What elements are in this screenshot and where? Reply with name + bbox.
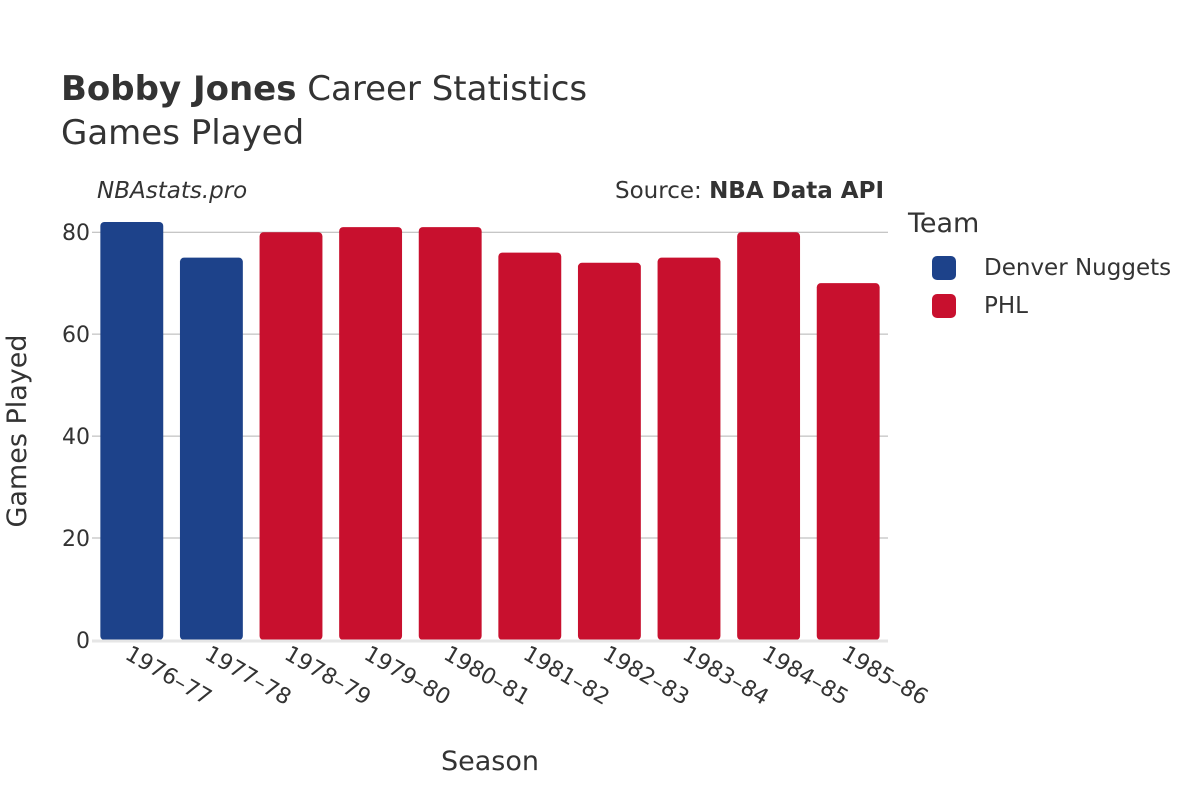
y-tick-label-80: 80 — [62, 221, 90, 246]
x-tick-label-1980-81: 1980–81 — [439, 642, 534, 711]
bar-1983-84 — [657, 257, 721, 640]
x-tick-label-1984-85: 1984–85 — [758, 642, 853, 711]
legend-label-phl: PHL — [984, 293, 1028, 319]
x-tick-label-1978-79: 1978–79 — [280, 642, 375, 711]
legend-label-denver-nuggets: Denver Nuggets — [984, 255, 1172, 281]
legend-swatch-denver-nuggets — [932, 256, 956, 280]
bar-1985-86 — [816, 283, 880, 640]
x-axis-title: Season — [441, 746, 539, 777]
bar-1981-82 — [498, 252, 562, 640]
legend-item-denver-nuggets[interactable]: Denver Nuggets — [908, 249, 1171, 287]
player-name: Bobby Jones — [61, 69, 297, 109]
bar-1978-79 — [259, 232, 323, 640]
x-tick-label-1982-83: 1982–83 — [598, 642, 693, 711]
title-rest: Career Statistics — [307, 69, 588, 109]
source-name: NBA Data API — [709, 178, 884, 204]
x-tick-label-1983-84: 1983–84 — [678, 642, 773, 711]
x-tick-label-1979-80: 1979–80 — [360, 642, 455, 711]
source-credit: Source: NBA Data API — [615, 178, 884, 204]
source-prefix: Source: — [615, 178, 710, 204]
bar-1977-78 — [179, 257, 243, 640]
bar-1982-83 — [577, 262, 641, 640]
legend-item-phl[interactable]: PHL — [908, 287, 1171, 325]
chart-title: Bobby Jones Career Statistics — [61, 68, 587, 110]
chart-subtitle: Games Played — [61, 113, 305, 153]
legend: Team Denver Nuggets PHL — [908, 208, 1171, 325]
x-tick-label-1977-78: 1977–78 — [200, 642, 295, 711]
x-tick-label-1976-77: 1976–77 — [121, 642, 216, 711]
y-tick-label-40: 40 — [62, 425, 90, 450]
y-axis-title: Games Played — [2, 334, 33, 527]
bar-1979-80 — [339, 227, 403, 640]
x-tick-label-1981-82: 1981–82 — [519, 642, 614, 711]
legend-title: Team — [908, 208, 980, 239]
y-tick-label-20: 20 — [62, 527, 90, 552]
bar-1976-77 — [100, 222, 164, 640]
watermark: NBAstats.pro — [97, 178, 248, 204]
y-tick-label-0: 0 — [76, 629, 90, 654]
legend-swatch-phl — [932, 294, 956, 318]
x-tick-label-1985-86: 1985–86 — [837, 642, 932, 711]
y-tick-label-60: 60 — [62, 323, 90, 348]
bar-1980-81 — [418, 227, 482, 640]
bar-1984-85 — [737, 232, 801, 640]
